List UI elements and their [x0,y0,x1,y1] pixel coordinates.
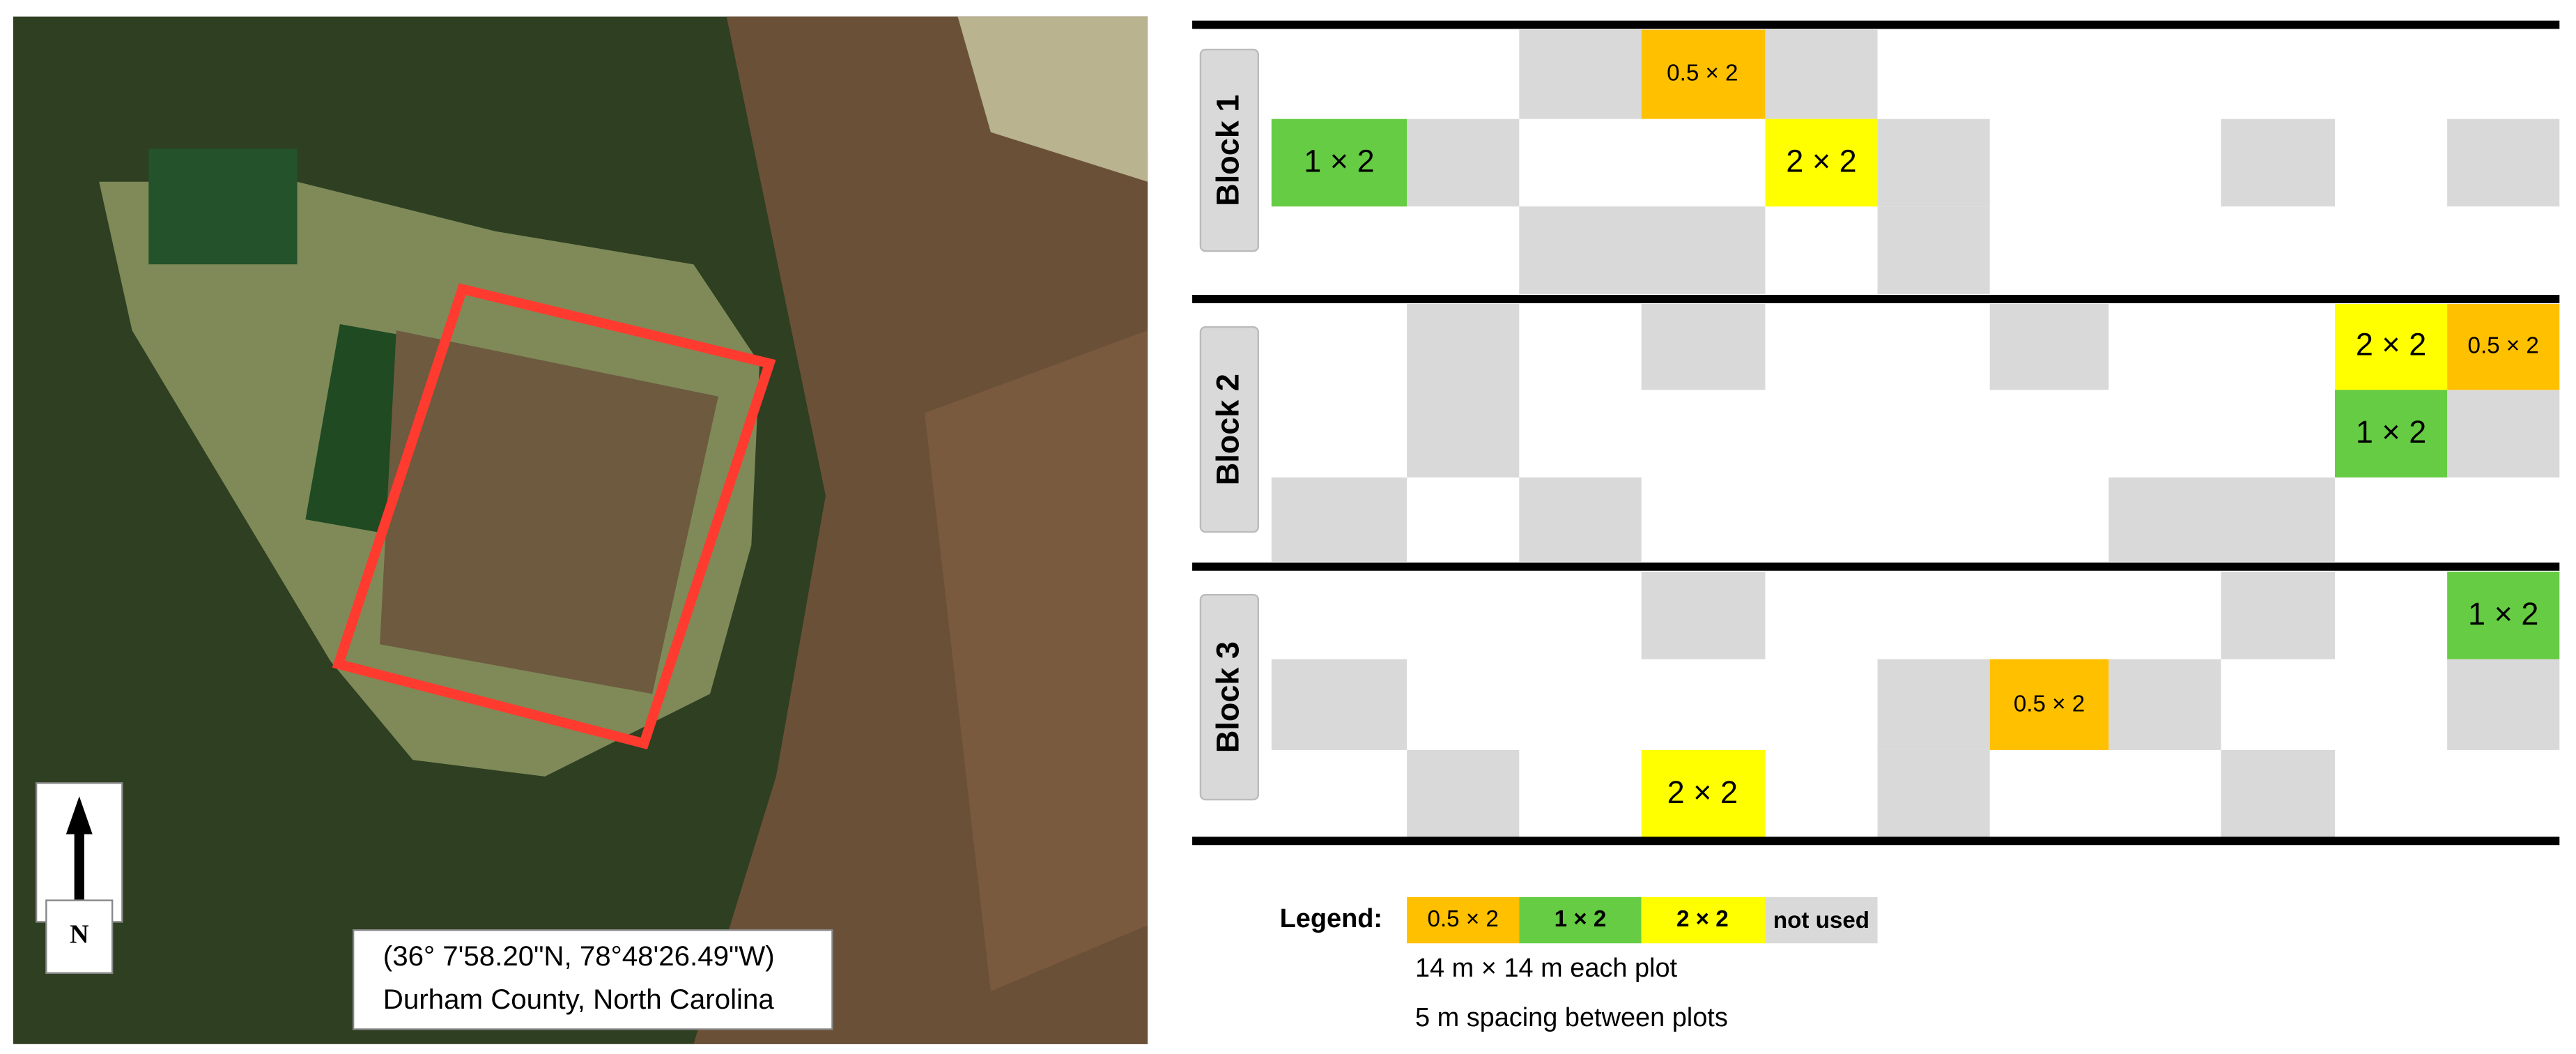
legend-note: 14 m × 14 m each plot [1415,954,1678,983]
north-label: N [70,919,88,949]
block-label: Block 1 [1210,95,1245,206]
location: Durham County, North Carolina [383,984,775,1015]
plot-label: 0.5 × 2 [2014,692,2085,717]
plot-label: 0.5 × 2 [2468,333,2539,358]
legend-item: 1 × 2 [1555,906,1607,932]
legend-item: 0.5 × 2 [1428,906,1499,932]
block-label: Block 3 [1210,641,1245,753]
legend: Legend: 0.5 × 2 1 × 2 2 × 2 not used 14 … [1280,896,1878,1032]
block-label: Block 2 [1210,374,1245,485]
satellite-map: N (36° 7'58.20"N, 78°48'26.49"W) Durham … [13,16,1148,1044]
legend-title: Legend: [1280,904,1382,933]
plot-label: 0.5 × 2 [1667,60,1738,86]
legend-item: not used [1773,908,1869,933]
coordinates: (36° 7'58.20"N, 78°48'26.49"W) [383,940,775,972]
legend-item: 2 × 2 [1676,906,1729,932]
plot-label: 2 × 2 [2356,327,2426,362]
block-layout: 0.5 × 2 1 × 2 2 × 2 2 × 2 0.5 × 2 1 × 2 … [1192,20,2560,846]
plot-label: 1 × 2 [2356,414,2426,450]
plot-label: 1 × 2 [1304,144,1374,179]
legend-note: 5 m spacing between plots [1415,1003,1728,1032]
plot-label: 2 × 2 [1667,774,1738,810]
plot-label: 1 × 2 [2468,596,2538,632]
plot-label: 2 × 2 [1786,144,1856,179]
